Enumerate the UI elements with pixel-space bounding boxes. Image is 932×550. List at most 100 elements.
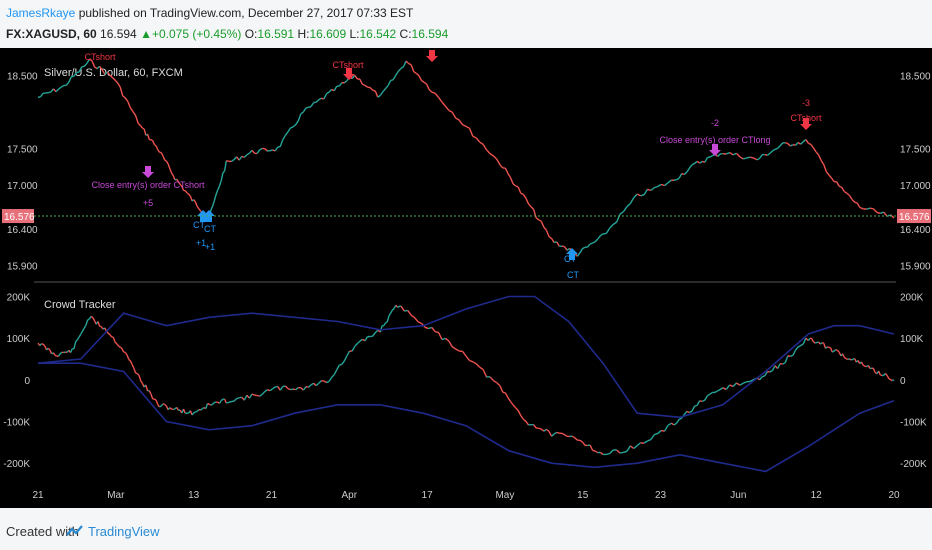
crowd-tracker-segment [888,378,891,381]
price-series-segment [186,192,190,195]
price-series-segment [587,243,591,248]
indicator-tick-label-right: 0 [900,376,906,387]
x-tick-label: May [495,490,514,501]
price-series-segment [418,75,423,81]
author-link[interactable]: JamesRkaye [6,6,76,20]
upper-band-line [37,295,895,419]
crowd-tracker-segment [448,340,453,348]
crowd-tracker-segment [210,403,213,406]
crowd-tracker-segment [154,398,157,401]
crowd-tracker-segment [509,401,514,406]
price-series-segment [836,181,840,187]
price-series-segment [119,86,124,97]
crowd-tracker-segment [388,312,392,317]
crowd-tracker-segment [704,395,708,401]
price-series-segment [462,124,467,127]
price-series-segment [211,200,216,207]
crowd-tracker-segment [333,369,338,376]
price-series-segment [444,105,450,111]
price-series-segment [117,82,121,88]
crowd-tracker-segment [223,398,227,404]
crowd-tracker-segment [274,385,278,388]
crowd-tracker-segment [328,377,333,382]
price-series-segment [643,188,649,196]
crowd-tracker-segment [771,365,776,371]
crowd-tracker-segment [59,351,63,355]
crowd-tracker-segment [833,349,837,352]
price-series-segment [222,170,226,174]
price-series-segment [223,160,228,172]
price-series-segment [696,160,701,164]
price-series-segment [872,208,878,213]
price-series-segment [143,128,147,136]
crowd-tracker-segment [847,358,850,361]
price-series-segment [589,242,593,245]
price-series-segment [169,168,173,174]
crowd-tracker-segment [145,384,149,392]
crowd-tracker-segment [722,387,727,391]
signal-annotation: +1 [196,238,206,248]
crowd-tracker-segment [437,332,443,340]
price-series-segment [517,186,522,194]
price-series-segment [132,111,137,116]
price-series-segment [566,247,570,251]
price-series-segment [359,78,364,85]
price-series-segment [387,80,392,86]
chart-canvas[interactable]: Silver/U.S. Dollar, 60, FXCM Crowd Track… [0,0,932,508]
price-series-segment [866,207,871,210]
crowd-tracker-segment [261,391,266,395]
crowd-tracker-segment [191,412,195,416]
price-series-segment [673,179,677,181]
crowd-tracker-segment [100,326,104,330]
crowd-tracker-segment [259,393,263,397]
price-series-segment [515,185,519,188]
crowd-tracker-segment [292,388,296,391]
crowd-tracker-segment [811,338,815,343]
crowd-tracker-segment [202,407,205,410]
crowd-tracker-segment [538,427,542,430]
price-series-segment [489,153,494,157]
crowd-tracker-segment [699,400,703,403]
crowd-tracker-segment [208,403,212,406]
price-series-segment [379,91,384,96]
price-series-segment [251,149,256,154]
crowd-tracker-segment [574,437,578,441]
crowd-tracker-segment [880,374,883,377]
crowd-tracker-segment [714,390,719,393]
right-axis [896,48,932,508]
crowd-tracker-segment [308,384,312,388]
price-series-segment [530,206,535,210]
price-series-segment [165,160,169,165]
price-series-segment [431,91,436,95]
price-series-segment [114,79,119,84]
crowd-tracker-segment [159,405,162,408]
price-series-segment [172,175,176,181]
up-arrow-icon: ▲ [140,27,152,41]
crowd-tracker-segment [843,356,847,360]
price-pane-title: Silver/U.S. Dollar, 60, FXCM [44,67,183,79]
price-tag-right-label: 16.576 [899,212,930,223]
price-series-segment [415,72,420,77]
crowd-tracker-segment [238,396,242,399]
price-series-segment [99,65,103,71]
price-series-segment [717,153,721,158]
price-series-segment [323,93,328,100]
price-series-segment [633,193,638,199]
price-series-segment [640,194,645,197]
crowd-tracker-segment [647,438,652,442]
publish-header: JamesRkaye published on TradingView.com,… [6,6,413,20]
crowd-tracker-segment [616,449,621,454]
indicator-tick-label-left: 0 [24,376,30,387]
price-series-segment [150,139,154,142]
close-order-arrow-icon [142,166,154,178]
crowd-tracker-segment [599,451,604,456]
price-series-segment [196,206,200,210]
price-series-segment [846,192,850,197]
crowd-tracker-segment [507,397,512,402]
crowd-tracker-segment [205,403,209,409]
crowd-tracker-segment [725,384,731,390]
tradingview-link[interactable]: TradingView [88,524,160,539]
crowd-tracker-segment [200,408,203,411]
crowd-tracker-segment [243,394,248,401]
price-series-segment [58,86,62,90]
